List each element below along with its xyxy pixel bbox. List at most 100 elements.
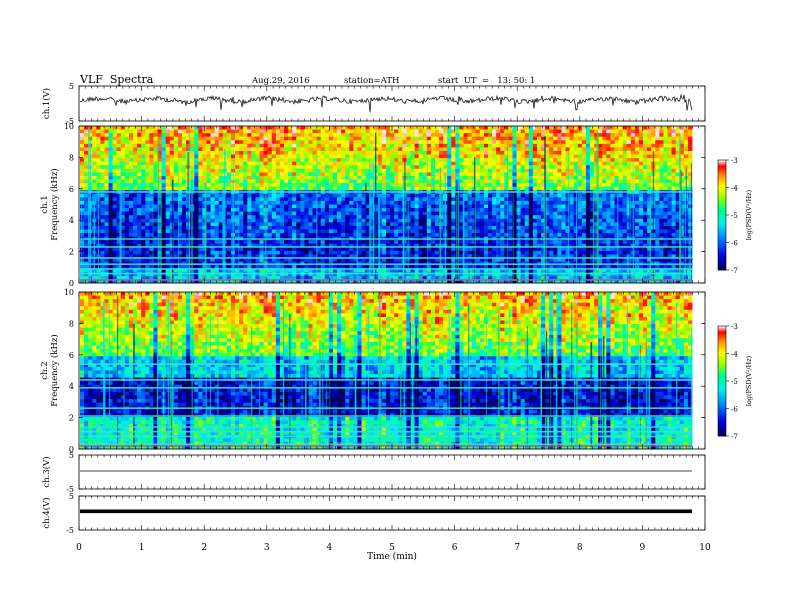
spectrogram-cell bbox=[239, 158, 244, 163]
spectrogram-cell bbox=[210, 197, 216, 202]
spectrogram-cell bbox=[402, 140, 407, 145]
spectrogram-cell bbox=[398, 225, 403, 230]
spectrogram-cell bbox=[512, 140, 517, 145]
spectrogram-cell bbox=[386, 197, 391, 202]
spectrogram-cell bbox=[100, 147, 105, 152]
spectrogram-cell bbox=[353, 140, 358, 145]
spectrogram-cell bbox=[255, 197, 260, 202]
spectrogram-cell bbox=[439, 168, 444, 173]
spectrogram-cell bbox=[667, 222, 672, 227]
spectrogram-cell bbox=[206, 193, 211, 198]
spectrogram-cell bbox=[610, 186, 615, 191]
spectrogram-cell bbox=[536, 193, 542, 198]
spectrogram-cell bbox=[585, 200, 591, 205]
spectrogram-cell bbox=[320, 233, 326, 238]
spectrogram-cell bbox=[390, 225, 395, 230]
spectrogram-cell bbox=[284, 229, 289, 234]
spectrogram-cell bbox=[463, 175, 468, 180]
spectrogram-cell bbox=[361, 133, 366, 138]
spectrogram-cell bbox=[532, 150, 538, 155]
spectrogram-cell bbox=[565, 168, 570, 173]
spectrogram-cell bbox=[467, 233, 473, 238]
spectrogram-cell bbox=[467, 229, 473, 234]
spectrogram-cell bbox=[341, 126, 346, 130]
spectrogram-cell bbox=[145, 225, 150, 230]
spectrogram-cell bbox=[614, 126, 619, 130]
spectrogram-cell bbox=[520, 154, 526, 159]
spectrogram-cell bbox=[406, 172, 411, 177]
spectrogram-cell bbox=[422, 175, 428, 180]
spectrogram-cell bbox=[634, 140, 640, 145]
spectrogram-cell bbox=[275, 215, 281, 220]
spectrogram-cell bbox=[165, 225, 171, 230]
spectrogram-cell bbox=[451, 233, 456, 238]
spectrogram-cell bbox=[353, 126, 358, 130]
spectrogram-cell bbox=[598, 222, 603, 227]
spectrogram-cell bbox=[369, 204, 375, 209]
spectrogram-cell bbox=[149, 143, 154, 148]
spectrogram-cell bbox=[659, 211, 664, 216]
spectrogram-cell bbox=[198, 147, 203, 152]
spectrogram-cell bbox=[100, 140, 105, 145]
spectrogram-cell bbox=[577, 193, 583, 198]
spectrogram-cell bbox=[667, 175, 672, 180]
spectrogram-cell bbox=[553, 140, 558, 145]
spectrogram-cell bbox=[479, 158, 485, 163]
spectrogram-cell bbox=[149, 183, 154, 188]
spectrogram-cell bbox=[222, 143, 228, 148]
spectrogram-cell bbox=[667, 233, 672, 238]
spectrogram-cell bbox=[569, 161, 575, 166]
spectrogram-cell bbox=[214, 211, 220, 216]
spectrogram-cell bbox=[520, 215, 526, 220]
spectrogram-cell bbox=[394, 136, 399, 141]
spectrogram-cell bbox=[341, 208, 346, 213]
spectrogram-cell bbox=[206, 183, 211, 188]
spectrogram-cell bbox=[479, 140, 485, 145]
spectrogram-cell bbox=[504, 229, 509, 234]
spectrogram-cell bbox=[279, 133, 285, 138]
spectrogram-cell bbox=[357, 168, 362, 173]
spectrogram-cell bbox=[308, 197, 313, 202]
spectrogram-cell bbox=[324, 143, 330, 148]
spectrogram-cell bbox=[259, 158, 264, 163]
spectrogram-cell bbox=[361, 126, 366, 130]
spectrogram-cell bbox=[463, 133, 468, 138]
spectrogram-cell bbox=[279, 204, 285, 209]
spectrogram-cell bbox=[316, 172, 322, 177]
spectrogram-cell bbox=[663, 175, 668, 180]
spectrogram-cell bbox=[500, 208, 505, 213]
spectrogram-cell bbox=[483, 143, 489, 148]
spectrogram-cell bbox=[394, 133, 399, 138]
spectrogram-cell bbox=[671, 143, 677, 148]
spectrogram-cell bbox=[120, 208, 126, 213]
spectrogram-cell bbox=[157, 200, 162, 205]
spectrogram-cell bbox=[349, 175, 354, 180]
spectrogram-cell bbox=[455, 175, 460, 180]
spectrogram-cell bbox=[500, 225, 505, 230]
spectrogram-cell bbox=[161, 165, 167, 170]
spectrogram-cell bbox=[659, 183, 664, 188]
spectrogram-cell bbox=[545, 129, 550, 134]
spectrogram-cell bbox=[577, 225, 583, 230]
spectrogram-cell bbox=[638, 200, 644, 205]
spectrogram-cell bbox=[210, 136, 216, 141]
spectrogram-cell bbox=[173, 140, 179, 145]
spectrogram-cell bbox=[459, 183, 464, 188]
spectrogram-cell bbox=[651, 143, 656, 148]
spectrogram-cell bbox=[471, 168, 477, 173]
spectrogram-cell bbox=[390, 222, 395, 227]
spectrogram-cell bbox=[145, 126, 150, 130]
spectrogram-cell bbox=[643, 208, 648, 213]
spectrogram-cell bbox=[145, 183, 150, 188]
spectrogram-cell bbox=[659, 200, 664, 205]
spectrogram-cell bbox=[418, 215, 424, 220]
spectrogram-cell bbox=[471, 208, 477, 213]
spectrogram-cell bbox=[549, 193, 554, 198]
spectrogram-cell bbox=[275, 222, 281, 227]
spectrogram-cell bbox=[459, 175, 464, 180]
spectrogram-cell bbox=[381, 140, 387, 145]
spectrogram-cell bbox=[316, 133, 322, 138]
spectrogram-cell bbox=[569, 133, 575, 138]
spectrogram-cell bbox=[128, 218, 134, 223]
spectrogram-cell bbox=[447, 161, 452, 166]
